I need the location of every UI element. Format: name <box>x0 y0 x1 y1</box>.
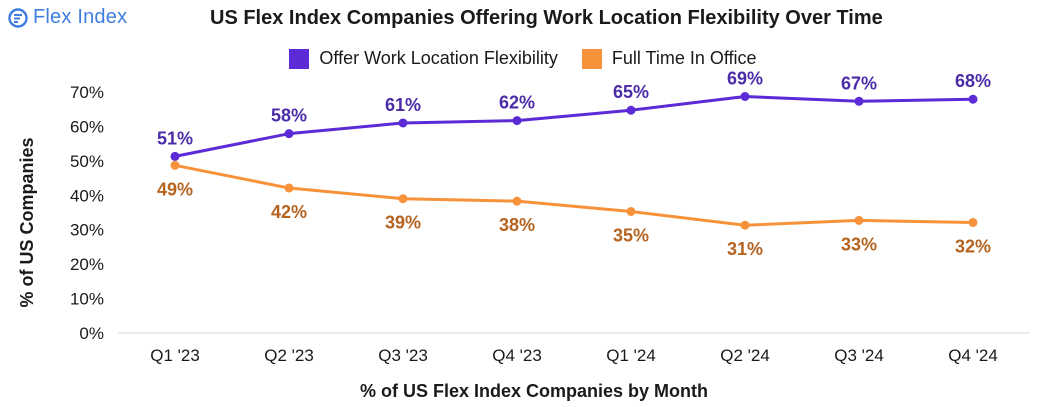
chart-title: US Flex Index Companies Offering Work Lo… <box>210 7 883 29</box>
data-point-0 <box>170 151 180 161</box>
data-point-1 <box>284 183 294 193</box>
data-label-1: 35% <box>613 225 649 245</box>
x-tick-label: Q1 '24 <box>606 346 656 365</box>
data-point-0 <box>626 105 636 115</box>
x-tick-label: Q4 '24 <box>948 346 998 365</box>
x-tick-label: Q3 '23 <box>378 346 428 365</box>
data-label-0: 61% <box>385 95 421 115</box>
data-label-1: 33% <box>841 234 877 254</box>
data-point-1 <box>398 194 408 204</box>
data-label-1: 42% <box>271 202 307 222</box>
data-label-0: 51% <box>157 128 193 148</box>
data-point-1 <box>968 217 978 227</box>
series-line-1 <box>174 163 974 227</box>
data-label-1: 38% <box>499 215 535 235</box>
data-point-0 <box>512 116 522 126</box>
y-tick-label: 30% <box>70 221 104 240</box>
data-point-1 <box>740 220 750 230</box>
data-point-1 <box>512 196 522 206</box>
data-label-0: 65% <box>613 82 649 102</box>
y-tick-label: 20% <box>70 255 104 274</box>
legend-swatch-office <box>581 48 602 69</box>
data-point-1 <box>854 215 864 225</box>
legend-item-flexibility: Offer Work Location Flexibility <box>289 48 558 69</box>
legend-label-flexibility: Offer Work Location Flexibility <box>319 48 558 68</box>
data-label-0: 62% <box>499 93 535 113</box>
series-line-0 <box>174 94 974 158</box>
data-label-1: 32% <box>955 236 991 256</box>
flex-index-logo-icon <box>8 7 28 28</box>
y-tick-label: 0% <box>79 324 104 343</box>
x-tick-label: Q3 '24 <box>834 346 884 365</box>
y-tick-label: 10% <box>70 290 104 309</box>
data-point-0 <box>398 118 408 128</box>
x-axis-title: % of US Flex Index Companies by Month <box>360 381 708 401</box>
data-point-0 <box>740 91 750 101</box>
data-point-0 <box>968 94 978 104</box>
x-tick-label: Q2 '23 <box>264 346 314 365</box>
y-tick-label: 60% <box>70 117 104 136</box>
x-tick-label: Q4 '23 <box>492 346 542 365</box>
legend: Offer Work Location Flexibility Full Tim… <box>0 48 1046 69</box>
data-label-1: 39% <box>385 213 421 233</box>
y-tick-label: 50% <box>70 152 104 171</box>
legend-label-office: Full Time In Office <box>611 48 757 68</box>
data-label-1: 49% <box>157 179 193 199</box>
x-tick-label: Q1 '23 <box>150 346 200 365</box>
legend-item-office: Full Time In Office <box>581 48 757 69</box>
logo-text: Flex Index <box>33 6 128 28</box>
y-axis-title: % of US Companies <box>17 137 37 307</box>
data-label-0: 67% <box>841 73 877 93</box>
data-label-1: 31% <box>727 239 763 259</box>
data-point-0 <box>284 129 294 139</box>
y-tick-label: 70% <box>70 83 104 102</box>
x-tick-label: Q2 '24 <box>720 346 770 365</box>
legend-swatch-flexibility <box>289 48 310 69</box>
logo: Flex Index <box>8 6 127 29</box>
data-label-0: 69% <box>727 68 763 88</box>
data-label-0: 68% <box>955 71 991 91</box>
data-label-0: 58% <box>271 106 307 126</box>
data-point-1 <box>626 206 636 216</box>
data-point-0 <box>854 96 864 106</box>
data-point-1 <box>170 160 180 170</box>
y-tick-label: 40% <box>70 186 104 205</box>
